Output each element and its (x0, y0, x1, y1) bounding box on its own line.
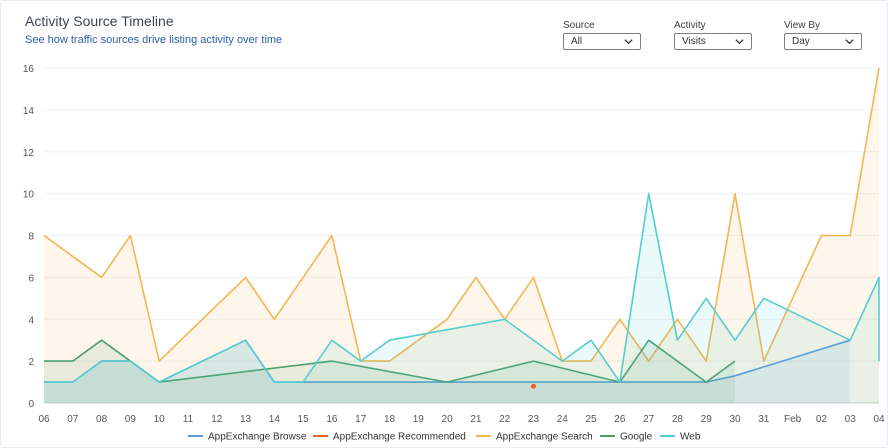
x-tick-label: 31 (758, 414, 770, 425)
x-tick-label: 27 (643, 414, 655, 425)
activity-select-value: Visits (682, 36, 706, 47)
chevron-down-icon (624, 39, 633, 45)
x-tick-label: 02 (816, 414, 828, 425)
x-tick-label: 28 (672, 414, 684, 425)
legend-label: Web (680, 432, 701, 443)
y-tick-label: 4 (28, 315, 34, 326)
y-tick-label: 2 (28, 357, 34, 368)
x-tick-label: 23 (528, 414, 540, 425)
x-tick-label: 06 (38, 414, 50, 425)
view-by-select[interactable]: Day (784, 33, 862, 50)
y-tick-label: 12 (23, 148, 35, 159)
source-filter: Source All (563, 20, 641, 50)
x-tick-label: 12 (211, 414, 223, 425)
activity-filter: Activity Visits (674, 20, 752, 50)
x-tick-label: 14 (269, 414, 281, 425)
x-tick-label: 21 (470, 414, 482, 425)
y-tick-label: 10 (23, 190, 35, 201)
source-select[interactable]: All (563, 33, 641, 50)
x-tick-label: 26 (614, 414, 626, 425)
page-subtitle: See how traffic sources drive listing ac… (25, 34, 283, 46)
x-tick-label: 24 (557, 414, 569, 425)
x-tick-label: 16 (326, 414, 338, 425)
x-tick-label: 22 (499, 414, 511, 425)
x-tick-label: 20 (442, 414, 454, 425)
view-by-filter-label: View By (784, 20, 820, 31)
x-tick-label: 17 (355, 414, 367, 425)
y-tick-label: 8 (28, 232, 34, 243)
activity-filter-label: Activity (674, 20, 706, 31)
chevron-down-icon (735, 39, 744, 45)
x-tick-label: 11 (183, 414, 194, 425)
x-tick-label: 25 (586, 414, 598, 425)
series-area-appexchange-search (44, 68, 879, 403)
y-tick-label: 0 (28, 399, 34, 410)
series-area-appexchange-browse (44, 340, 851, 403)
legend-label: AppExchange Search (496, 432, 593, 443)
series-line-web (44, 192, 880, 383)
x-tick-label: 15 (298, 414, 310, 425)
x-tick-label: 09 (125, 414, 137, 425)
x-tick-label: 19 (413, 414, 425, 425)
series-line-appexchange-search (43, 67, 880, 362)
x-tick-label: 18 (384, 414, 396, 425)
x-tick-label: 29 (701, 414, 713, 425)
legend-label: Google (620, 432, 653, 443)
x-tick-label: 30 (729, 414, 741, 425)
x-tick-label: 10 (154, 414, 166, 425)
series-line-google (44, 339, 736, 383)
view-by-filter: View By Day (784, 20, 862, 50)
legend-label: AppExchange Recommended (333, 432, 466, 443)
y-tick-label: 6 (28, 273, 34, 284)
x-tick-label: 07 (67, 414, 79, 425)
x-tick-label: 04 (873, 414, 885, 425)
source-select-value: All (571, 36, 583, 47)
chevron-down-icon (845, 39, 854, 45)
source-filter-label: Source (563, 20, 595, 31)
x-tick-label: Feb (784, 414, 802, 425)
y-tick-label: 16 (23, 64, 35, 75)
x-tick-label: 03 (845, 414, 857, 425)
legend-label: AppExchange Browse (208, 432, 307, 443)
x-tick-label: 13 (240, 414, 252, 425)
series-point-appexchange-recommended (530, 383, 536, 389)
page-title: Activity Source Timeline (25, 13, 174, 29)
x-tick-label: 08 (96, 414, 108, 425)
view-by-select-value: Day (792, 36, 810, 47)
activity-select[interactable]: Visits (674, 33, 752, 50)
y-tick-label: 14 (23, 106, 35, 117)
